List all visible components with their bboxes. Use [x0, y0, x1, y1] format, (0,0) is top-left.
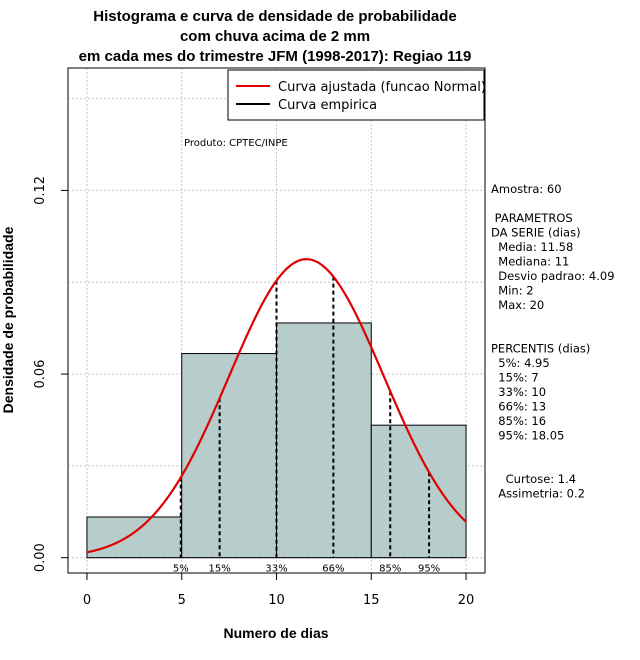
stats-line: 5%: 4.95	[491, 356, 550, 370]
y-tick-label: 0.06	[33, 360, 48, 389]
stats-line: 33%: 10	[491, 385, 546, 399]
histogram-bar	[276, 322, 372, 559]
percentile-label: 85%	[379, 564, 401, 575]
percentile-label: 5%	[173, 564, 189, 575]
normal-curve-path	[86, 258, 467, 554]
stats-line: Mediana: 11	[491, 255, 569, 269]
stats-line: 15%: 7	[491, 371, 539, 385]
stats-line: 66%: 13	[491, 400, 546, 414]
stats-line: PARAMETROS	[491, 211, 573, 225]
chart-title-line-1: Histograma e curva de densidade de proba…	[93, 8, 456, 25]
stats-line: Media: 11.58	[491, 240, 573, 254]
histogram-bar	[370, 424, 467, 559]
y-axis: 0.00 0.06 0.12	[33, 176, 68, 572]
x-tick-label: 5	[178, 593, 186, 608]
percentile-label: 95%	[418, 564, 440, 575]
legend: Curva ajustada (funcao Normal) Curva emp…	[227, 69, 486, 121]
y-tick-label: 0.00	[33, 543, 48, 572]
stats-line: Amostra: 60	[491, 182, 562, 196]
stats-line: 95%: 18.05	[491, 429, 564, 443]
histogram-bar	[181, 353, 278, 559]
chart-title-line-3: em cada mes do trimestre JFM (1998-2017)…	[79, 48, 472, 65]
percentile-label: 66%	[322, 564, 344, 575]
x-tick-label: 15	[363, 593, 380, 608]
stats-line: PERCENTIS (dias)	[491, 342, 590, 356]
chart-title: Histograma e curva de densidade de proba…	[79, 8, 472, 65]
legend-box	[227, 69, 485, 121]
stats-line: DA SERIE (dias)	[491, 226, 581, 240]
stats-line: Max: 20	[491, 298, 544, 312]
percentile-lines: 5% 15% 33% 66% 85% 95%	[173, 276, 440, 575]
product-credit: Produto: CPTEC/INPE	[184, 138, 288, 149]
legend-label-empirical: Curva empirica	[278, 98, 377, 113]
x-axis: 0 5 10 15 20	[83, 572, 475, 608]
x-tick-label: 0	[83, 593, 91, 608]
stats-line: Desvio padrao: 4.09	[491, 269, 615, 283]
legend-label-normal: Curva ajustada (funcao Normal)	[278, 80, 486, 95]
stats-line: Curtose: 1.4	[491, 472, 576, 486]
chart-title-line-2: com chuva acima de 2 mm	[180, 28, 370, 45]
x-tick-label: 10	[268, 593, 285, 608]
percentile-label: 33%	[265, 564, 287, 575]
stats-line: Min: 2	[491, 284, 534, 298]
y-tick-label: 0.12	[33, 176, 48, 205]
stats-line: 85%: 16	[491, 414, 546, 428]
x-tick-label: 20	[458, 593, 475, 608]
percentile-label: 15%	[209, 564, 231, 575]
histogram-bar	[86, 516, 183, 559]
x-axis-label: Numero de dias	[223, 625, 328, 641]
stats-line: Assimetria: 0.2	[491, 487, 585, 501]
normal-curve	[86, 258, 467, 554]
y-axis-label: Densidade de probabilidade	[0, 226, 16, 413]
